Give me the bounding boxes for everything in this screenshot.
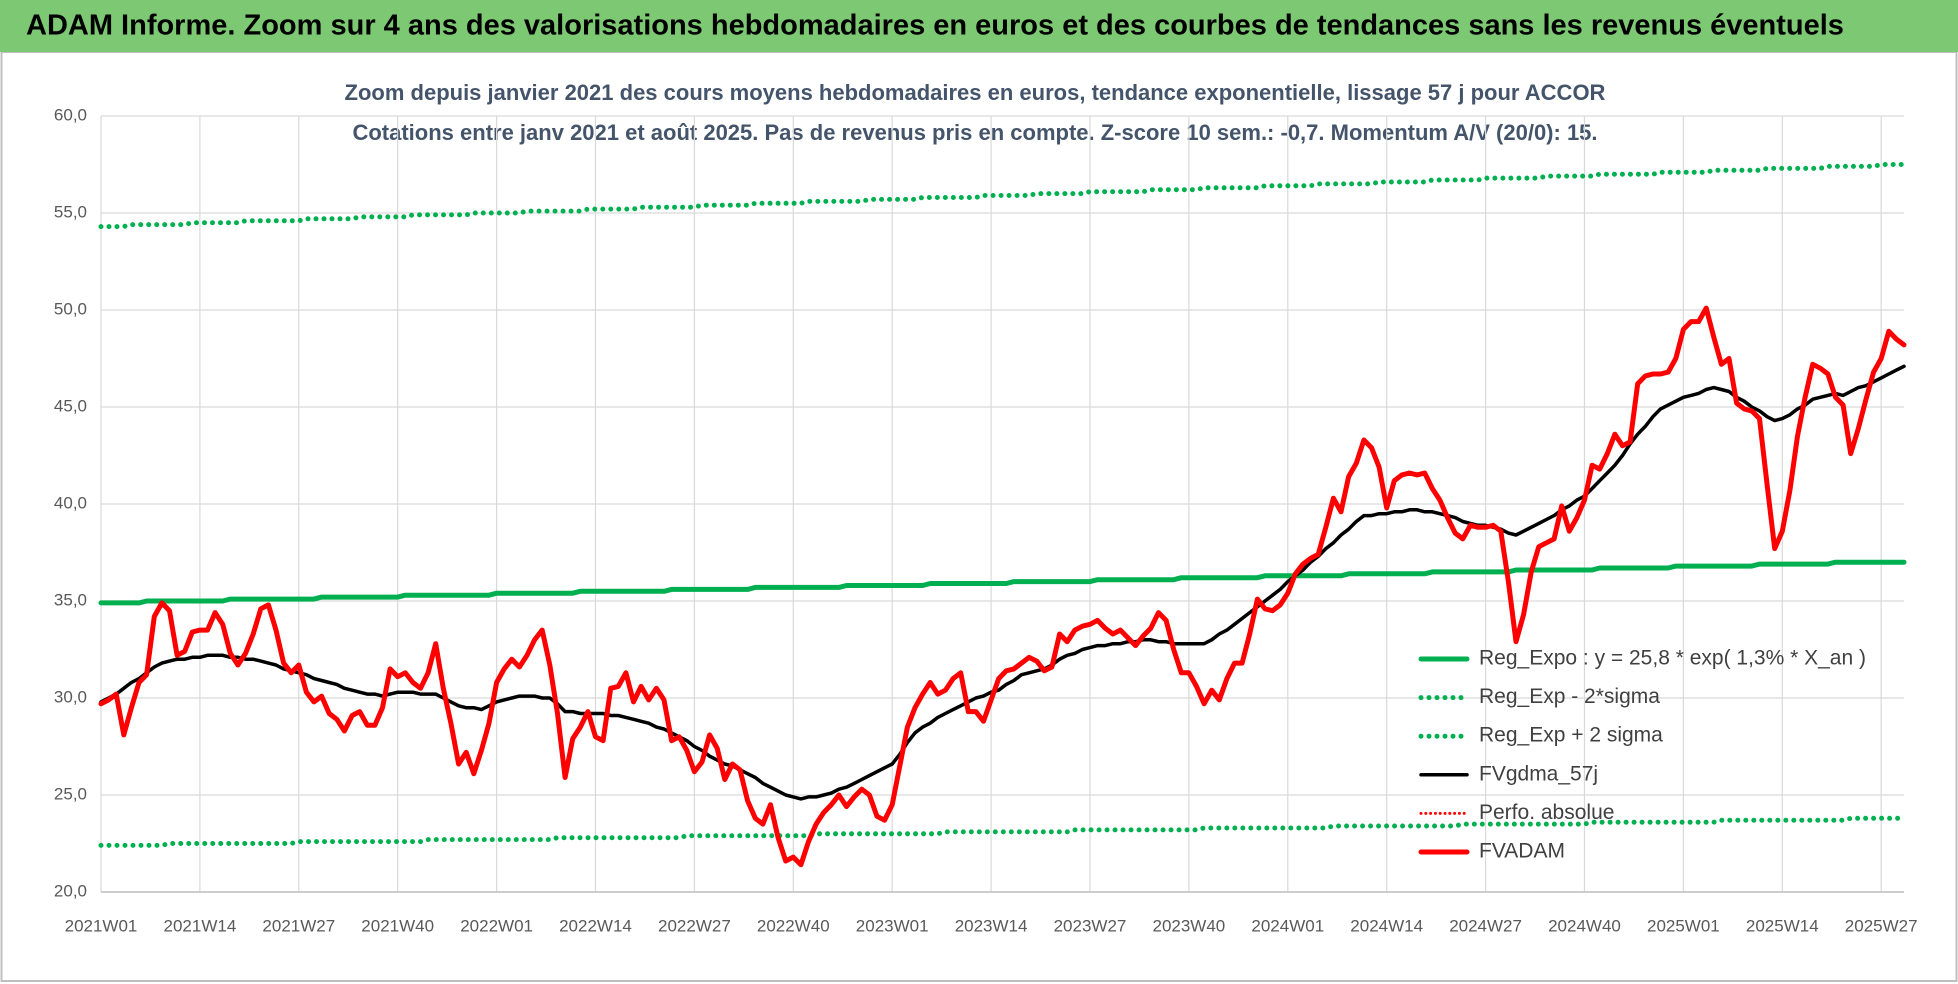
x-tick-label: 2021W14 — [164, 916, 237, 935]
x-tick-label: 2024W27 — [1449, 916, 1522, 935]
series-line — [99, 364, 1906, 801]
y-tick-label: 55,0 — [54, 202, 87, 221]
series-line — [98, 305, 1907, 868]
legend-label: FVgdma_57j — [1479, 762, 1598, 785]
header-title: ADAM Informe. Zoom sur 4 ans des valoris… — [26, 10, 1844, 42]
x-tick-label: 2021W01 — [65, 916, 138, 935]
legend-label: FVADAM — [1479, 840, 1565, 863]
legend-label: Reg_Exp - 2*sigma — [1479, 685, 1660, 708]
legend-label: Perfo. absolue — [1479, 801, 1614, 824]
x-tick-label: 2023W27 — [1054, 916, 1127, 935]
y-tick-label: 50,0 — [54, 299, 87, 318]
legend-label: Reg_Expo : y = 25,8 * exp( 1,3% * X_an ) — [1479, 647, 1866, 670]
x-tick-label: 2025W01 — [1647, 916, 1720, 935]
y-tick-label: 30,0 — [54, 687, 87, 706]
x-tick-label: 2025W14 — [1746, 916, 1819, 935]
x-tick-label: 2022W40 — [757, 916, 830, 935]
y-tick-label: 45,0 — [54, 396, 87, 415]
chart-subtitle: Cotations entre janv 2021 et août 2025. … — [352, 120, 1597, 145]
x-tick-label: 2023W40 — [1152, 916, 1225, 935]
legend-label: Reg_Exp + 2 sigma — [1479, 724, 1663, 747]
x-tick-label: 2022W01 — [460, 916, 533, 935]
x-tick-label: 2024W14 — [1350, 916, 1423, 935]
y-tick-label: 60,0 — [54, 105, 87, 124]
y-tick-label: 40,0 — [54, 493, 87, 512]
x-tick-label: 2022W27 — [658, 916, 731, 935]
x-tick-label: 2024W01 — [1251, 916, 1324, 935]
x-tick-label: 2023W01 — [856, 916, 929, 935]
x-tick-label: 2021W27 — [262, 916, 335, 935]
x-tick-label: 2023W14 — [955, 916, 1028, 935]
x-tick-label: 2021W40 — [361, 916, 434, 935]
y-tick-label: 25,0 — [54, 784, 87, 803]
header-bar — [0, 0, 1958, 52]
y-tick-label: 20,0 — [54, 881, 87, 900]
series-line — [98, 162, 1907, 230]
series-line — [98, 559, 1907, 606]
y-tick-label: 35,0 — [54, 590, 87, 609]
x-tick-label: 2022W14 — [559, 916, 632, 935]
series-line — [98, 815, 1907, 848]
chart-subtitle: Zoom depuis janvier 2021 des cours moyen… — [345, 80, 1606, 105]
x-tick-label: 2024W40 — [1548, 916, 1621, 935]
x-tick-label: 2025W27 — [1845, 916, 1918, 935]
